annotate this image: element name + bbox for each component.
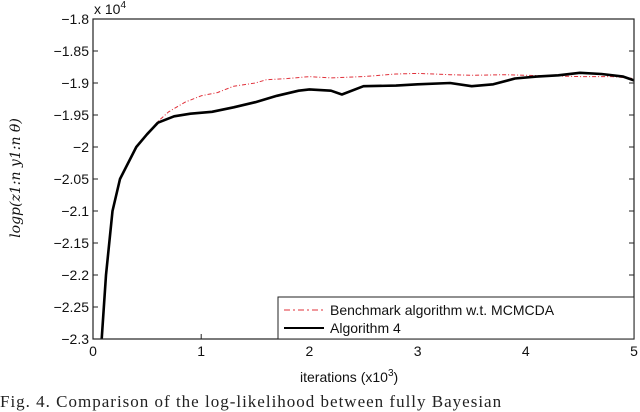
- x-tick-label: 1: [197, 343, 205, 359]
- y-tick-label: −2.25: [54, 299, 90, 315]
- legend-label-benchmark: Benchmark algorithm w.t. MCMCDA: [330, 302, 555, 318]
- y-tick-label: −2.3: [61, 331, 89, 347]
- plot-area-frame: [92, 18, 635, 340]
- series-algorithm4-line: [100, 71, 635, 340]
- y-axis-title: logp(z1:n y1:n θ): [8, 118, 24, 238]
- y-tick-label: −1.95: [54, 107, 90, 123]
- x-tick-label: 2: [306, 343, 314, 359]
- x-tick-label: 0: [89, 343, 97, 359]
- y-tick-label: −2.05: [54, 171, 90, 187]
- y-tick-label: −1.85: [54, 43, 90, 59]
- series-benchmark-line: [101, 72, 635, 340]
- y-tick-label: −2.2: [61, 267, 89, 283]
- legend-label-algorithm4: Algorithm 4: [330, 320, 401, 336]
- series-layer: [100, 71, 635, 340]
- y-tick-label: −2.15: [54, 235, 90, 251]
- y-tick-label: −1.8: [61, 11, 89, 27]
- legend: Benchmark algorithm w.t. MCMCDA Algorith…: [277, 296, 635, 340]
- figure-caption: Fig. 4. Comparison of the log-likelihood…: [0, 392, 503, 411]
- x-tick-label: 3: [414, 343, 422, 359]
- x-tick-label: 5: [630, 343, 638, 359]
- y-axis-multiplier: x 104: [94, 0, 126, 17]
- y-axis-ticks: −1.8 −1.85 −1.9 −1.95 −2 −2.05 −2.1 −2.15 −2.2 −2…: [54, 11, 634, 347]
- y-tick-label: −1.9: [61, 75, 89, 91]
- x-axis-title: iterations (x103): [300, 368, 398, 385]
- y-tick-label: −2: [73, 139, 89, 155]
- y-tick-label: −2.1: [61, 203, 89, 219]
- x-tick-label: 4: [522, 343, 530, 359]
- legend-box: [277, 296, 635, 340]
